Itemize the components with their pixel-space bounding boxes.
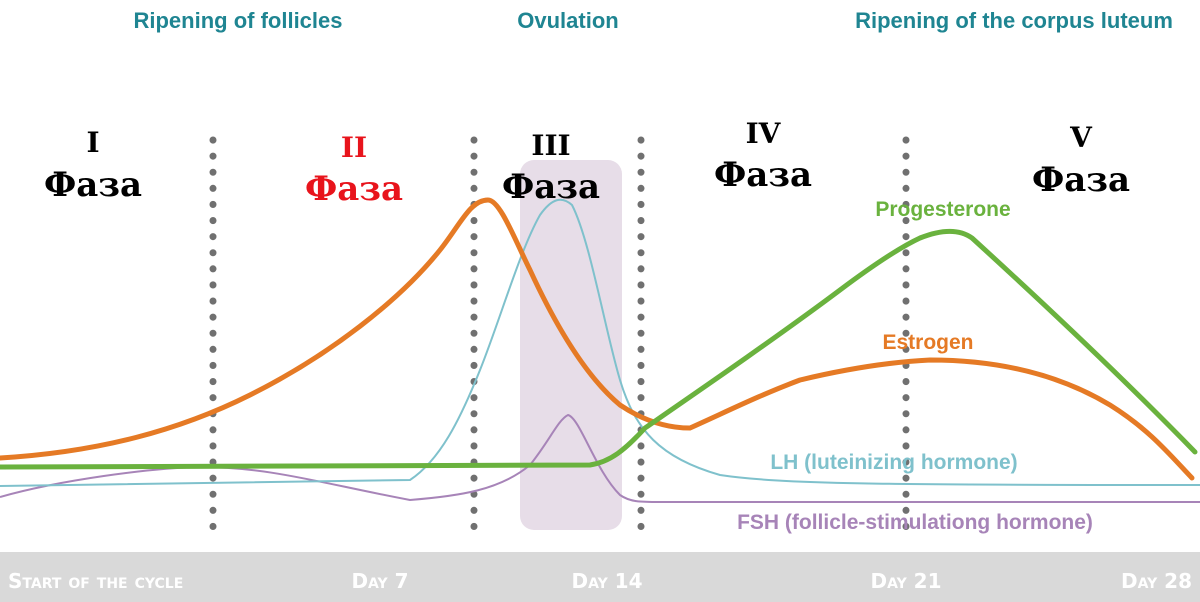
phase-labels: I Фаза II Фаза III Фаза IV Фаза V Фаза bbox=[44, 117, 1130, 209]
phase-3-word: Фаза bbox=[502, 167, 600, 207]
x-tick-day-21: Day 21 bbox=[870, 569, 941, 593]
lh-label: LH (luteinizing hormone) bbox=[770, 451, 1017, 474]
phase-5-number: V bbox=[1069, 121, 1093, 154]
phase-5-word: Фаза bbox=[1032, 160, 1130, 200]
estrogen-label: Estrogen bbox=[882, 331, 973, 354]
x-tick-day-14: Day 14 bbox=[571, 569, 642, 593]
phase-4-word: Фаза bbox=[714, 155, 812, 195]
phase-1-number: I bbox=[86, 126, 99, 159]
phase-4-number: IV bbox=[746, 117, 782, 150]
progesterone-label: Progesterone bbox=[875, 198, 1010, 221]
x-tick-day-7: Day 7 bbox=[351, 569, 408, 593]
fsh-label: FSH (follicle-stimulationg hormone) bbox=[737, 511, 1093, 534]
stage-label-ovulation: Ovulation bbox=[517, 8, 618, 33]
lh-curve bbox=[0, 198, 1200, 487]
phase-2-word: Фаза bbox=[305, 169, 403, 209]
phase-1-word: Фаза bbox=[44, 165, 142, 205]
estrogen-curve bbox=[0, 197, 1195, 481]
phase-2-number: II bbox=[341, 131, 367, 164]
x-tick-day-28: Day 28 bbox=[1121, 569, 1192, 593]
phase-3-number: III bbox=[531, 129, 570, 162]
x-tick-start: Start of the cycle bbox=[8, 569, 183, 593]
x-axis-bar bbox=[0, 552, 1200, 602]
stage-label-follicles: Ripening of follicles bbox=[133, 8, 342, 33]
progesterone-curve bbox=[0, 228, 1198, 470]
stage-label-corpus-luteum: Ripening of the corpus luteum bbox=[855, 8, 1173, 33]
